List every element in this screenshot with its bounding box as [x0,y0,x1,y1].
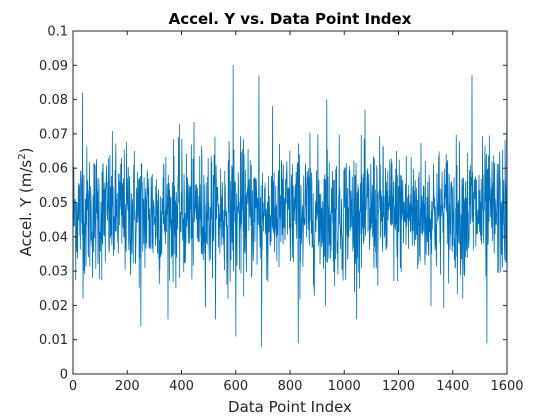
y-axis-label-main: Accel. Y (m/s [17,160,35,257]
x-tick-label: 800 [278,379,303,394]
y-tick-label: 0.04 [39,230,68,245]
x-tick-label: 1400 [436,379,469,394]
y-tick-label: 0.06 [39,162,68,177]
y-axis-label-close: ) [17,148,35,154]
x-tick-label: 1600 [490,379,523,394]
y-tick-label: 0.05 [39,196,68,211]
y-axis-label: Accel. Y (m/s2) [17,148,35,257]
y-tick-label: 0.09 [39,59,68,74]
x-tick-label: 200 [115,379,140,394]
y-tick-label: 0.03 [39,265,68,280]
plot-content [72,64,508,347]
x-axis-label: Data Point Index [228,398,352,416]
series-line [72,64,508,347]
x-tick-label: 600 [223,379,248,394]
plot-box [72,30,508,375]
axis-ticks: 0 200 400 600 800 1000 1200 1400 1600 0 0.01 0.02 0.… [39,25,524,395]
y-tick-label: 0.07 [39,127,68,142]
x-tick-label: 1000 [328,379,361,394]
x-tick-label: 0 [69,379,77,394]
chart-title: Accel. Y vs. Data Point Index [169,10,412,28]
y-tick-label: 0.1 [47,25,68,40]
y-tick-label: 0.08 [39,93,68,108]
y-tick-label: 0 [60,368,68,383]
x-tick-label: 400 [169,379,194,394]
x-tick-label: 1200 [382,379,415,394]
y-tick-label: 0.02 [39,299,68,314]
y-axis-label-superscript: 2 [17,153,28,159]
y-tick-label: 0.01 [39,333,68,348]
